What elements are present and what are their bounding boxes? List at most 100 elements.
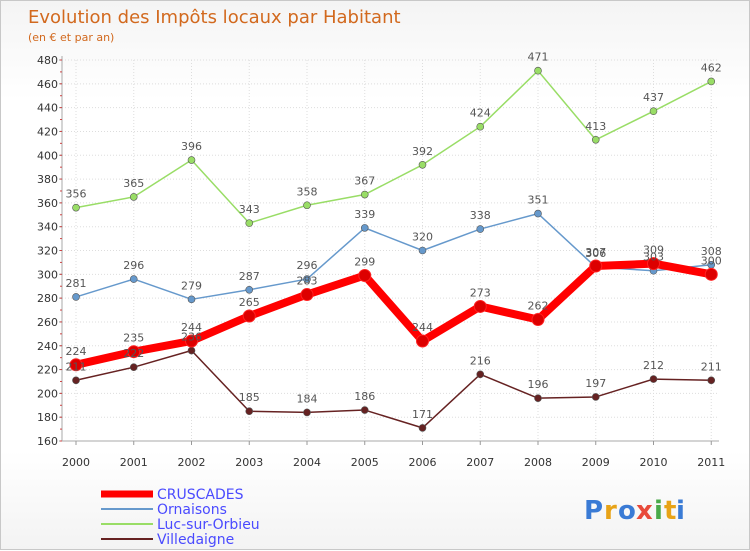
y-tick-label: 240 xyxy=(37,340,58,353)
data-label-luc-sur-orbieu: 365 xyxy=(123,177,144,190)
series-line-luc-sur-orbieu xyxy=(75,69,712,224)
data-point-villedaigne xyxy=(129,363,138,371)
data-label-luc-sur-orbieu: 392 xyxy=(412,145,433,158)
series-group xyxy=(69,66,718,432)
data-label-ornaisons: 338 xyxy=(470,209,491,222)
data-label-cruscades: 262 xyxy=(528,300,549,313)
data-label-villedaigne: 236 xyxy=(181,331,202,344)
data-point-villedaigne xyxy=(72,376,80,385)
y-tick-label: 400 xyxy=(37,149,58,162)
data-point-ornaisons xyxy=(534,209,542,218)
data-point-luc-sur-orbieu xyxy=(303,201,311,210)
y-tick-label: 220 xyxy=(37,364,58,377)
data-point-cruscades xyxy=(242,309,256,323)
data-label-cruscades: 307 xyxy=(585,246,606,259)
data-point-luc-sur-orbieu xyxy=(187,156,196,164)
y-tick-label: 160 xyxy=(37,435,58,448)
data-label-ornaisons: 279 xyxy=(181,279,202,292)
y-tick-label: 460 xyxy=(37,78,58,91)
data-point-villedaigne xyxy=(649,375,658,383)
data-label-villedaigne: 184 xyxy=(297,392,318,405)
x-tick-label: 2006 xyxy=(409,456,437,469)
data-label-ornaisons: 320 xyxy=(412,231,433,244)
legend-label: Villedaigne xyxy=(157,532,234,548)
legend: CRUSCADESOrnaisonsLuc-sur-OrbieuVilledai… xyxy=(101,487,260,548)
data-label-villedaigne: 216 xyxy=(470,354,491,367)
data-label-villedaigne: 196 xyxy=(528,378,549,391)
logo-letter: P xyxy=(584,496,603,526)
data-label-luc-sur-orbieu: 413 xyxy=(585,120,606,133)
data-point-ornaisons xyxy=(129,275,138,283)
data-label-ornaisons: 351 xyxy=(528,194,549,207)
data-label-luc-sur-orbieu: 462 xyxy=(701,61,722,74)
data-label-ornaisons: 296 xyxy=(297,259,318,272)
data-point-luc-sur-orbieu xyxy=(649,107,658,115)
data-point-cruscades xyxy=(473,299,487,313)
data-point-villedaigne xyxy=(245,407,254,416)
data-label-luc-sur-orbieu: 424 xyxy=(470,107,491,120)
data-label-ornaisons: 308 xyxy=(701,245,722,258)
data-label-ornaisons: 287 xyxy=(239,270,260,283)
chart-subtitle: (en € et par an) xyxy=(28,31,114,44)
data-label-cruscades: 309 xyxy=(643,244,664,257)
data-point-ornaisons xyxy=(187,295,196,304)
data-point-cruscades xyxy=(300,288,314,302)
data-label-luc-sur-orbieu: 471 xyxy=(528,51,549,64)
data-point-cruscades xyxy=(127,345,141,359)
data-point-villedaigne xyxy=(303,408,311,417)
data-label-luc-sur-orbieu: 367 xyxy=(354,175,375,188)
data-point-villedaigne xyxy=(707,376,716,385)
logo-letter: i xyxy=(654,496,663,526)
x-tick-label: 2010 xyxy=(640,456,668,469)
data-point-luc-sur-orbieu xyxy=(418,160,427,169)
data-point-ornaisons xyxy=(418,246,427,255)
x-tick-label: 2003 xyxy=(235,456,263,469)
data-label-cruscades: 273 xyxy=(470,286,491,299)
logo-letter: r xyxy=(604,496,617,526)
y-tick-label: 440 xyxy=(37,102,58,115)
data-label-villedaigne: 211 xyxy=(701,360,722,373)
data-label-cruscades: 235 xyxy=(123,332,144,345)
y-tick-label: 320 xyxy=(37,245,58,258)
data-point-cruscades xyxy=(589,259,603,273)
data-label-ornaisons: 281 xyxy=(66,277,87,290)
data-point-luc-sur-orbieu xyxy=(129,193,138,201)
data-label-luc-sur-orbieu: 396 xyxy=(181,140,202,153)
logo-letter: i xyxy=(676,496,685,526)
y-tick-label: 420 xyxy=(37,125,58,138)
data-label-ornaisons: 339 xyxy=(354,208,375,221)
x-tick-label: 2007 xyxy=(466,456,494,469)
grid xyxy=(62,59,719,442)
x-tick-label: 2004 xyxy=(293,456,321,469)
y-tick-label: 260 xyxy=(37,316,58,329)
x-tick-label: 2009 xyxy=(582,456,610,469)
data-label-villedaigne: 212 xyxy=(643,359,664,372)
x-tick-label: 2005 xyxy=(351,456,379,469)
data-point-villedaigne xyxy=(591,393,600,401)
series-line-cruscades xyxy=(72,259,716,369)
data-label-cruscades: 299 xyxy=(354,256,375,269)
y-tick-label: 200 xyxy=(37,387,58,400)
legend-label: Ornaisons xyxy=(157,502,227,518)
data-point-luc-sur-orbieu xyxy=(591,135,600,144)
data-point-ornaisons xyxy=(360,224,369,232)
data-label-luc-sur-orbieu: 343 xyxy=(239,203,260,216)
x-tick-label: 2000 xyxy=(62,456,90,469)
y-tick-label: 280 xyxy=(37,292,58,305)
data-point-villedaigne xyxy=(187,346,196,355)
data-label-villedaigne: 211 xyxy=(66,360,87,373)
data-point-cruscades xyxy=(69,358,83,372)
x-tick-label: 2011 xyxy=(697,456,725,469)
data-point-ornaisons xyxy=(476,225,485,233)
data-label-cruscades: 265 xyxy=(239,296,260,309)
x-tick-label: 2001 xyxy=(120,456,148,469)
x-tick-label: 2008 xyxy=(524,456,552,469)
data-point-luc-sur-orbieu xyxy=(72,203,80,212)
logo-letter: o xyxy=(618,496,636,526)
series-line-villedaigne xyxy=(75,349,712,429)
data-point-luc-sur-orbieu xyxy=(707,77,716,86)
data-point-villedaigne xyxy=(534,394,542,402)
data-label-ornaisons: 306 xyxy=(585,247,606,260)
